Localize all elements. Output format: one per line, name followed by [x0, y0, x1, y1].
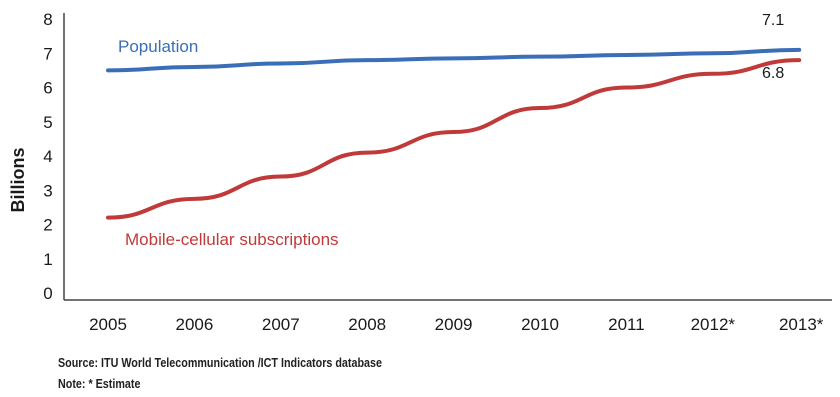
mobile-end-value: 6.8	[762, 65, 784, 82]
y-axis-label: Billions	[8, 147, 28, 212]
series-lines	[106, 47, 802, 220]
x-tick-label: 2005	[89, 315, 127, 334]
chart-axes	[63, 13, 832, 301]
x-tick-label: 2008	[348, 315, 386, 334]
estimate-note: Note: * Estimate	[58, 377, 141, 391]
y-tick-label: 7	[43, 44, 52, 63]
series-label-mobile: Mobile-cellular subscriptions	[125, 230, 339, 249]
x-tick-label: 2012*	[691, 315, 736, 334]
y-tick-label: 8	[43, 10, 52, 29]
y-tick-label: 1	[43, 250, 52, 269]
x-tick-label: 2009	[435, 315, 473, 334]
y-tick-label: 4	[43, 147, 52, 166]
y-tick-labels: 0 1 2 3 4 5 6 7 8	[43, 10, 52, 303]
x-tick-labels: 2005 2006 2007 2008 2009 2010 2011 2012* 2013*	[89, 315, 824, 334]
population-line	[106, 47, 802, 73]
y-tick-label: 5	[43, 113, 52, 132]
x-tick-label: 2006	[175, 315, 213, 334]
source-note: Source: ITU World Telecommunication /ICT…	[58, 356, 382, 370]
y-tick-label: 2	[43, 216, 52, 235]
y-tick-label: 3	[43, 181, 52, 200]
x-tick-label: 2010	[521, 315, 559, 334]
y-tick-label: 6	[43, 79, 52, 98]
y-tick-label: 0	[43, 284, 52, 303]
series-label-population: Population	[118, 37, 198, 56]
population-end-value: 7.1	[762, 12, 784, 29]
x-tick-label: 2007	[262, 315, 300, 334]
x-tick-label: 2011	[608, 315, 645, 334]
x-tick-label: 2013*	[779, 315, 824, 334]
mobile-subscriptions-line	[106, 58, 802, 220]
